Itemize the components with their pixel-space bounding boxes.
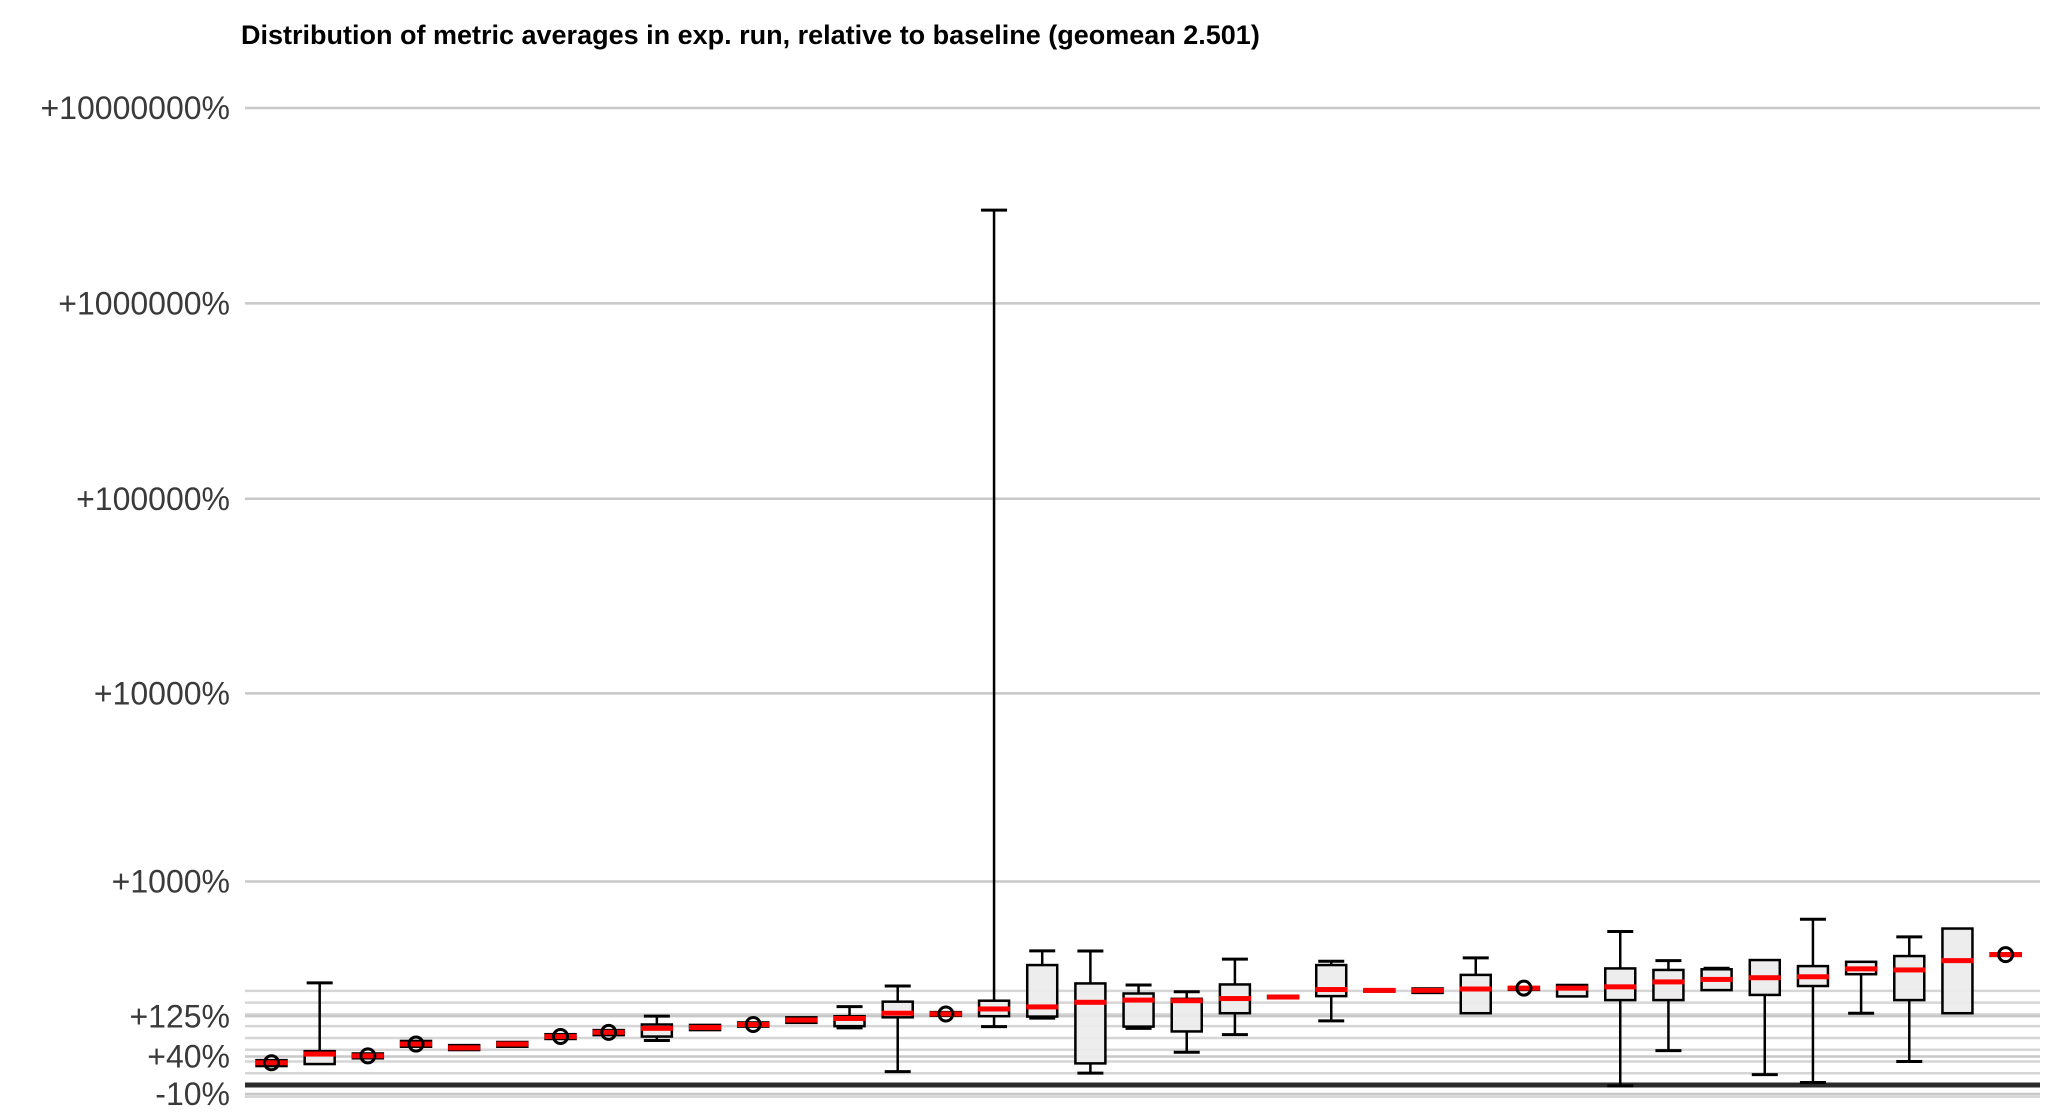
mean-circle [937,1005,955,1023]
median-line [689,1024,722,1030]
median-line [978,1006,1011,1012]
median-line [1363,987,1396,993]
median-line [1507,985,1540,991]
median-line [544,1034,577,1040]
y-tick-label: +1000000% [58,286,230,322]
y-tick-label: +1000% [112,864,230,900]
y-tick-label: -10% [155,1076,230,1112]
box-rect [1074,982,1107,1065]
median-line [1652,979,1685,985]
median-line [1026,1004,1059,1010]
median-line [1315,987,1348,993]
y-tick-label: +40% [147,1039,230,1075]
median-line [1989,952,2022,958]
median-line [1700,976,1733,982]
median-line [592,1029,625,1035]
median-line [1941,958,1974,964]
mean-circle [744,1015,762,1033]
chart-title: Distribution of metric averages in exp. … [241,20,1260,50]
y-tick-label: +125% [129,998,230,1034]
box-rect [1893,954,1926,1002]
mean-circle [1515,979,1533,997]
median-line [833,1015,866,1021]
mean-circle [359,1047,377,1065]
median-line [1170,998,1203,1004]
box-rect [1459,973,1492,1015]
median-line [737,1021,770,1027]
y-tick-label: +10000000% [40,90,230,126]
median-line [1604,984,1637,990]
mean-circle [552,1028,570,1046]
mean-circle [407,1035,425,1053]
median-line [1074,999,1107,1005]
median-line [1267,994,1300,1000]
median-line [1122,997,1155,1003]
median-line [881,1010,914,1016]
median-line [1411,987,1444,993]
median-line [1748,975,1781,981]
box-rect [1604,967,1637,1002]
median-line [303,1051,336,1057]
mean-circle [600,1023,618,1041]
median-line [785,1017,818,1023]
median-line [1893,967,1926,973]
median-line [1218,996,1251,1002]
y-tick-label: +100000% [76,481,230,517]
mean-circle [263,1054,280,1072]
box-rect [1170,997,1203,1033]
y-tick-label: +10000% [94,676,230,712]
median-line [1796,974,1829,980]
median-line [640,1025,673,1031]
median-line [1845,966,1878,972]
mean-circle [1997,946,2015,964]
median-line [448,1045,481,1051]
median-line [929,1011,962,1017]
box-rect [1941,927,1974,1015]
median-line [1556,985,1589,991]
median-line [1459,986,1492,992]
median-line [351,1053,384,1059]
median-line [400,1041,433,1047]
median-line [496,1041,529,1047]
box-rect [1652,968,1685,1002]
box-rect [1555,983,1589,998]
median-line [255,1060,288,1066]
